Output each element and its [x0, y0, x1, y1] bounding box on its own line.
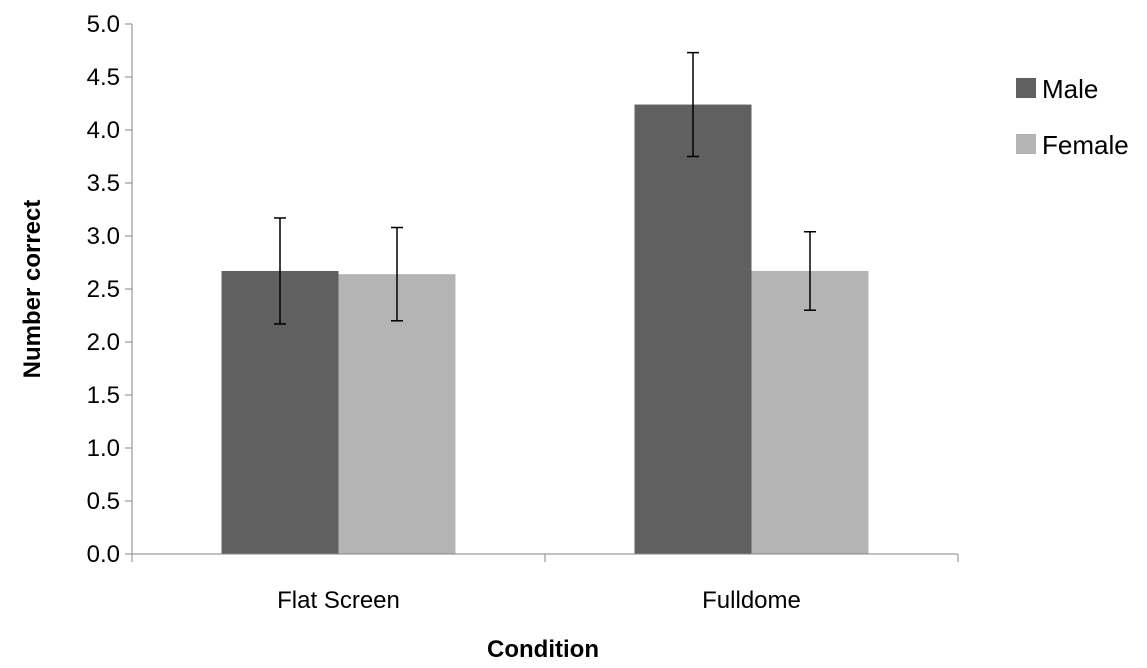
y-tick-label: 4.0 [87, 117, 120, 144]
y-tick-label: 1.5 [87, 382, 120, 409]
y-tick-label: 5.0 [87, 11, 120, 38]
x-tick-label: Flat Screen [277, 587, 400, 614]
y-axis-title: Number correct [19, 200, 46, 379]
y-tick-label: 2.5 [87, 276, 120, 303]
legend-label: Male [1042, 74, 1098, 104]
y-tick-label: 3.0 [87, 223, 120, 250]
x-axis-title: Condition [487, 636, 599, 663]
bars-group [221, 104, 869, 554]
bar [634, 104, 752, 554]
y-tick-label: 4.5 [87, 64, 120, 91]
legend-label: Female [1042, 130, 1129, 160]
y-tick-label: 1.0 [87, 435, 120, 462]
y-axis-ticks: 0.0 0.5 1.0 1.5 2.0 2.5 3.0 3.5 4.0 4.5 5.0 [87, 11, 132, 568]
y-tick-label: 3.5 [87, 170, 120, 197]
bar [751, 270, 869, 554]
y-tick-label: 0.0 [87, 541, 120, 568]
y-tick-label: 0.5 [87, 488, 120, 515]
y-tick-label: 2.0 [87, 329, 120, 356]
legend-swatch [1016, 78, 1036, 98]
x-axis-labels: Flat Screen Fulldome [277, 587, 801, 614]
legend-swatch [1016, 134, 1036, 154]
axes-group [131, 24, 959, 562]
error-bars-group [274, 51, 816, 325]
legend: Male Female [1016, 74, 1129, 160]
x-tick-label: Fulldome [702, 587, 801, 614]
